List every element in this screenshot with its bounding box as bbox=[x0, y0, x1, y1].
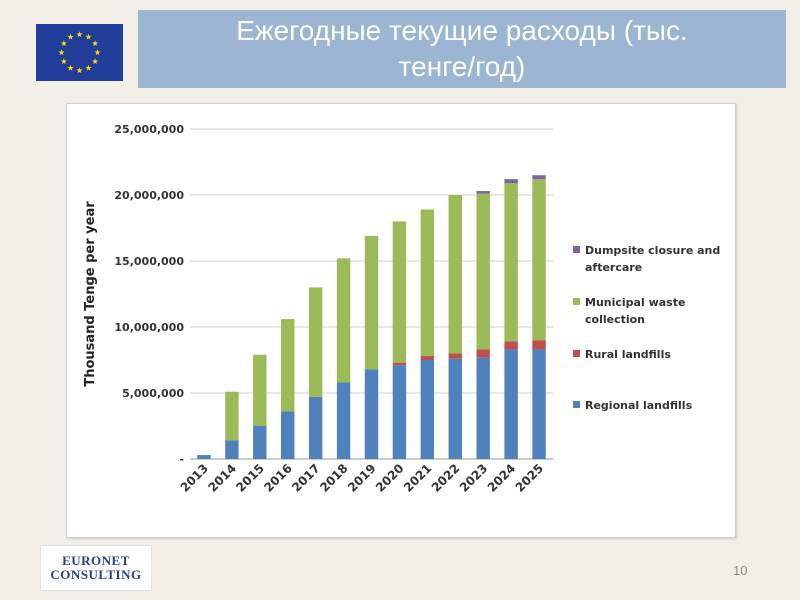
x-tick-label: 2019 bbox=[345, 461, 379, 495]
bar-segment bbox=[448, 195, 462, 354]
logo-line-2: CONSULTING bbox=[50, 567, 142, 582]
x-tick-label: 2015 bbox=[233, 461, 267, 495]
x-tick-label: 2014 bbox=[205, 461, 239, 495]
flag-star-icon bbox=[85, 64, 92, 71]
y-tick-labels: - 5,000,000 10,000,000 15,000,000 20,000,000… bbox=[114, 123, 184, 466]
x-tick-label: 2022 bbox=[429, 461, 463, 495]
bar-segment bbox=[253, 426, 267, 459]
bar-segment bbox=[281, 319, 295, 412]
legend-label: aftercare bbox=[585, 261, 642, 274]
legend-swatch bbox=[573, 246, 580, 253]
flag-star-icon bbox=[60, 40, 67, 47]
legend-swatch bbox=[573, 350, 580, 357]
bar-segment bbox=[476, 191, 490, 194]
y-tick-label: 15,000,000 bbox=[114, 255, 184, 268]
bar-segment bbox=[225, 440, 239, 459]
logo-line-1: EURONET bbox=[62, 553, 130, 568]
legend-label: Dumpsite closure and bbox=[585, 244, 720, 257]
bar-segment bbox=[448, 353, 462, 359]
flag-star-icon bbox=[60, 58, 67, 65]
legend-label: Municipal waste bbox=[585, 296, 685, 309]
eu-flag-icon bbox=[36, 24, 123, 81]
x-tick-label: 2021 bbox=[401, 461, 435, 495]
bar-segment bbox=[336, 382, 351, 459]
bar-segment bbox=[504, 183, 518, 342]
bar-segment bbox=[392, 221, 407, 363]
bar-segment bbox=[504, 341, 518, 350]
bar-segment bbox=[336, 258, 351, 383]
legend: Dumpsite closure and aftercare Municipal w… bbox=[573, 244, 720, 412]
y-tick-label: 5,000,000 bbox=[122, 387, 184, 400]
flag-star-icon bbox=[58, 49, 65, 56]
y-tick-label: 10,000,000 bbox=[114, 321, 184, 334]
x-tick-label: 2016 bbox=[261, 461, 295, 495]
x-tick-label: 2020 bbox=[373, 461, 407, 495]
bar-segment bbox=[532, 175, 546, 180]
legend-swatch bbox=[573, 401, 580, 408]
bar-segment bbox=[532, 340, 546, 350]
chart-frame: - 5,000,000 10,000,000 15,000,000 20,000,000… bbox=[66, 103, 736, 538]
legend-label: collection bbox=[585, 313, 645, 326]
y-tick-label: - bbox=[179, 453, 184, 466]
legend-swatch bbox=[573, 298, 580, 305]
stacked-bar-chart: - 5,000,000 10,000,000 15,000,000 20,000,000… bbox=[83, 123, 720, 495]
x-tick-label: 2013 bbox=[178, 461, 212, 495]
legend-label: Regional landfills bbox=[585, 399, 693, 412]
flag-star-icon bbox=[76, 67, 83, 74]
bar-segment bbox=[392, 365, 407, 459]
bar-segment bbox=[281, 411, 295, 459]
bar-segment bbox=[253, 354, 267, 426]
flag-star-icon bbox=[76, 31, 83, 38]
bar-segment bbox=[308, 287, 323, 397]
bar-segment bbox=[532, 179, 546, 341]
x-tick-label: 2017 bbox=[289, 461, 323, 495]
bar-segment bbox=[364, 369, 379, 459]
slide-title: Ежегодные текущие расходы (тыс. тенге/го… bbox=[236, 15, 688, 82]
page-number: 10 bbox=[733, 563, 748, 578]
flag-star-icon bbox=[85, 33, 92, 40]
x-tick-label: 2025 bbox=[513, 461, 547, 495]
bar-segment bbox=[420, 356, 435, 360]
bar-segment bbox=[532, 349, 546, 459]
flag-star-icon bbox=[67, 33, 74, 40]
bar-segment bbox=[364, 235, 379, 370]
x-tick-label: 2023 bbox=[457, 461, 491, 495]
bar-segment bbox=[504, 349, 518, 459]
flag-star-icon bbox=[92, 58, 99, 65]
bar-segment bbox=[197, 455, 211, 459]
x-tick-label: 2018 bbox=[317, 461, 351, 495]
bars bbox=[197, 175, 546, 459]
flag-star-icon bbox=[67, 64, 74, 71]
flag-star-icon bbox=[94, 49, 101, 56]
bar-segment bbox=[476, 357, 490, 459]
y-axis-label: Thousand Tenge per year bbox=[83, 201, 98, 387]
bar-segment bbox=[476, 193, 490, 350]
flag-star-icon bbox=[92, 40, 99, 47]
eu-stars-icon bbox=[58, 31, 101, 74]
bar-segment bbox=[308, 396, 323, 459]
bar-segment bbox=[420, 360, 435, 459]
bar-segment bbox=[225, 391, 239, 441]
y-tick-label: 25,000,000 bbox=[114, 123, 184, 136]
bar-segment bbox=[476, 349, 490, 358]
x-tick-label: 2024 bbox=[485, 461, 519, 495]
title-bar: Ежегодные текущие расходы (тыс. тенге/го… bbox=[138, 10, 786, 88]
bar-segment bbox=[448, 358, 462, 459]
bar-segment bbox=[392, 362, 407, 366]
bar-segment bbox=[420, 209, 435, 357]
euronet-consulting-logo: EURONET CONSULTING bbox=[40, 545, 152, 591]
bar-segment bbox=[504, 179, 518, 184]
legend-label: Rural landfills bbox=[585, 348, 671, 361]
y-tick-label: 20,000,000 bbox=[114, 189, 184, 202]
x-tick-labels: 2013201420152016201720182019202020212022… bbox=[178, 461, 547, 495]
